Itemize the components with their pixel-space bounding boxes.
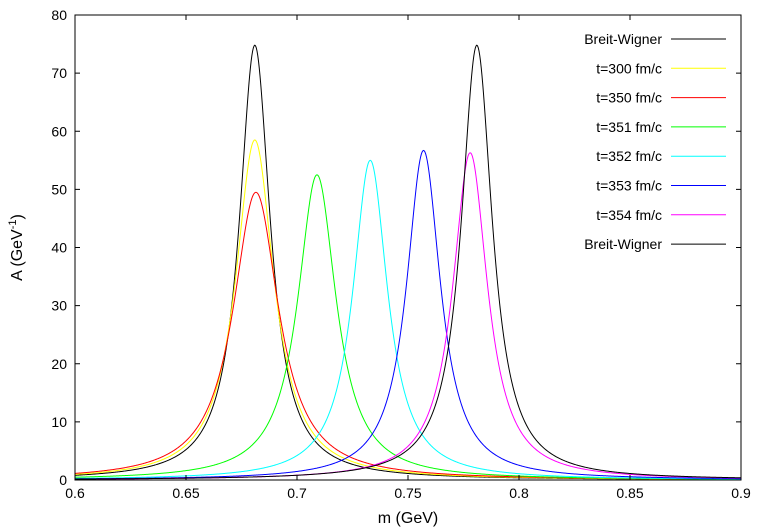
x-tick-label: 0.6	[65, 485, 85, 501]
y-axis-label-superscript: -1	[7, 219, 19, 229]
legend-label: Breit-Wigner	[584, 236, 662, 252]
y-axis-label: A (GeV-1)	[7, 214, 26, 281]
x-tick-label: 0.8	[509, 485, 529, 501]
legend-label: t=351 fm/c	[596, 119, 662, 135]
legend-label: t=300 fm/c	[596, 60, 662, 76]
y-tick-label: 60	[51, 123, 67, 139]
series-line-6	[75, 152, 741, 480]
y-tick-label: 10	[51, 414, 67, 430]
y-axis-label-end: )	[9, 214, 26, 219]
y-tick-label: 70	[51, 65, 67, 81]
x-tick-label: 0.75	[394, 485, 421, 501]
legend-label: t=352 fm/c	[596, 148, 662, 164]
curves-layer	[75, 44, 741, 480]
y-tick-label: 30	[51, 298, 67, 314]
y-tick-label: 50	[51, 181, 67, 197]
series-line-7	[75, 44, 741, 480]
legend-label: Breit-Wigner	[584, 31, 662, 47]
x-tick-label: 0.85	[616, 485, 643, 501]
y-axis-label-main: A (GeV	[9, 229, 26, 281]
series-line-0	[75, 44, 741, 480]
y-tick-label: 0	[59, 472, 67, 488]
y-tick-label: 20	[51, 356, 67, 372]
y-tick-label: 40	[51, 240, 67, 256]
legend-label: t=350 fm/c	[596, 90, 662, 106]
x-tick-label: 0.7	[287, 485, 307, 501]
series-line-5	[75, 149, 741, 480]
x-axis-label: m (GeV)	[378, 510, 438, 527]
x-tick-label: 0.65	[172, 485, 199, 501]
axis-ticks: 0.6 0.65 0.7 0.75 0.8 0.85 0.9 0 10 20 30 40 50 60 70 8…	[51, 7, 751, 501]
legend: Breit-Wigner t=300 fm/c t=350 fm/c t=351 fm…	[584, 31, 726, 252]
legend-label: t=354 fm/c	[596, 207, 662, 223]
y-tick-label: 80	[51, 7, 67, 23]
x-tick-label: 0.9	[731, 485, 751, 501]
legend-label: t=353 fm/c	[596, 178, 662, 194]
